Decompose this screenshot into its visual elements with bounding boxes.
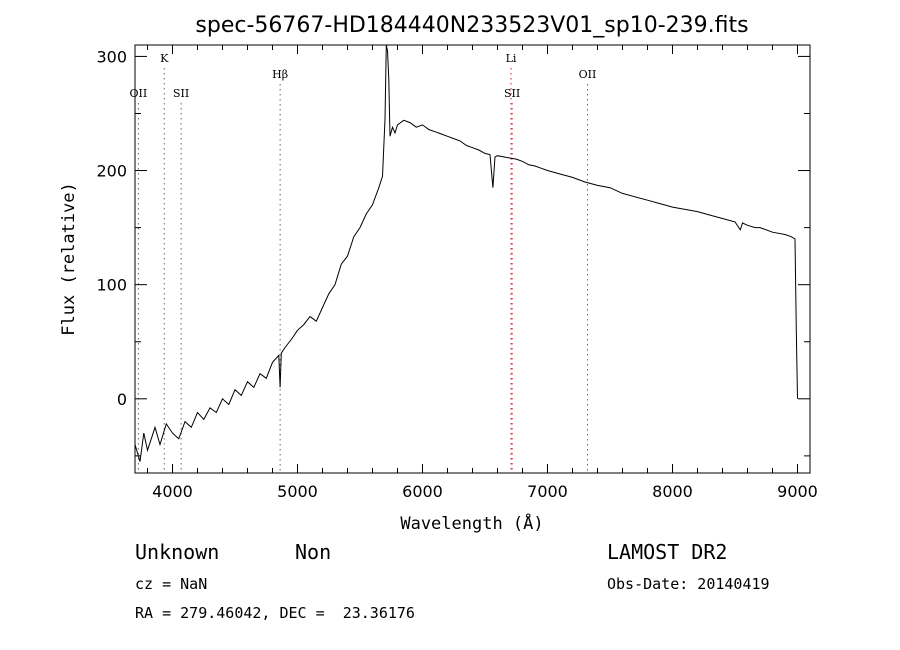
y-axis-label: Flux (relative)	[59, 182, 79, 336]
object-subclass: Non	[295, 540, 332, 564]
spectrum-line	[134, 44, 798, 462]
y-axis-ticks: 0 100 200 300	[96, 47, 810, 457]
line-marker-label: SII	[173, 87, 189, 100]
x-axis-label: Wavelength (Å)	[400, 512, 543, 534]
line-marker-label: K	[160, 52, 169, 65]
y-tick-label: 0	[117, 390, 127, 409]
plot-frame	[134, 44, 811, 474]
object-class: Unknown	[135, 540, 220, 564]
line-marker-label: OII	[579, 68, 597, 81]
x-tick-label: 7000	[527, 482, 568, 501]
line-marker-label: Li	[506, 52, 517, 65]
obs-date: Obs-Date: 20140419	[607, 575, 770, 593]
chart-title: spec-56767-HD184440N233523V01_sp10-239.f…	[195, 13, 748, 38]
x-tick-label: 8000	[652, 482, 693, 501]
redshift-readout: cz = NaN	[135, 575, 208, 593]
x-tick-label: 9000	[777, 482, 818, 501]
x-axis-ticks: 4000 5000 6000 7000 8000 9000	[147, 45, 818, 501]
x-tick-label: 5000	[277, 482, 318, 501]
x-tick-label: 4000	[152, 482, 193, 501]
line-markers: K OII SII Hβ Li SII OII	[130, 52, 597, 473]
line-marker-label: OII	[130, 87, 148, 100]
survey-name: LAMOST DR2	[607, 540, 728, 564]
line-marker-label: SII	[504, 87, 520, 100]
coordinates-readout: RA = 279.46042, DEC = 23.36176	[135, 604, 415, 622]
y-tick-label: 300	[96, 47, 127, 66]
x-tick-label: 6000	[402, 482, 443, 501]
y-tick-label: 100	[96, 276, 127, 295]
y-tick-label: 200	[96, 162, 127, 181]
line-marker-label: Hβ	[272, 68, 288, 81]
